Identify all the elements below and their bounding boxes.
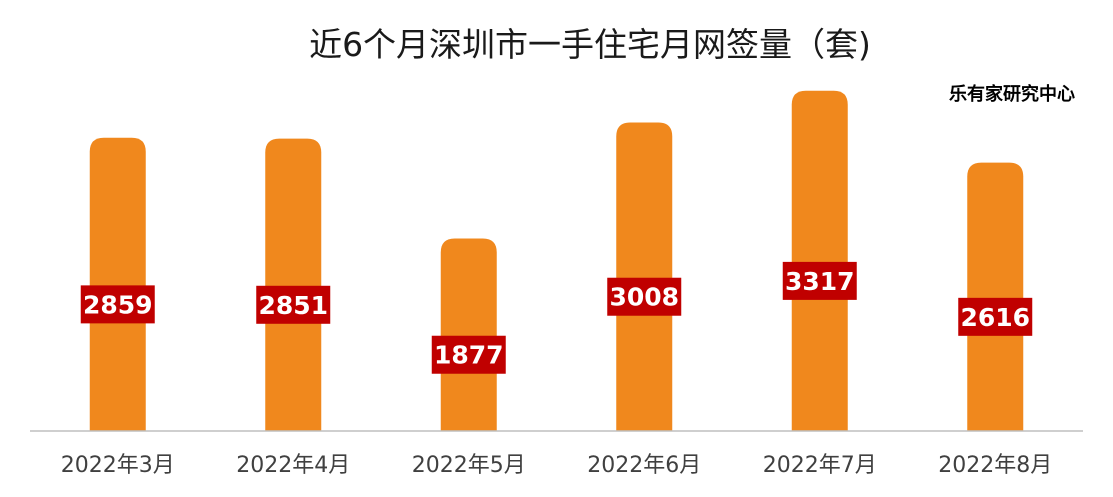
bar — [967, 162, 1024, 431]
data-label-text: 1877 — [434, 341, 504, 370]
data-label: 1877 — [431, 335, 506, 374]
data-label: 2859 — [80, 285, 155, 324]
bars-layer — [89, 90, 1024, 432]
x-tick-label: 2022年6月 — [587, 453, 701, 478]
chart-title: 近6个月深圳市一手住宅月网签量（套) — [309, 25, 871, 64]
x-ticks-layer: 2022年3月 2022年4月 2022年5月 2022年6月 2022年7月 2022年… — [61, 453, 1053, 478]
x-tick-label: 2022年8月 — [938, 453, 1052, 478]
bar — [616, 122, 673, 431]
data-label-text: 2851 — [258, 291, 328, 320]
x-tick-label: 2022年4月 — [236, 453, 350, 478]
bar — [89, 137, 146, 431]
data-label-box — [607, 277, 682, 316]
bar — [440, 238, 497, 431]
data-label: 3317 — [782, 261, 857, 300]
data-label-text: 3317 — [785, 267, 855, 296]
bar — [791, 90, 848, 431]
data-label: 3008 — [607, 277, 682, 316]
data-label-box — [256, 285, 331, 324]
data-label-box — [782, 261, 857, 300]
data-label-box — [431, 335, 506, 374]
data-label: 2616 — [958, 297, 1033, 336]
data-label-box — [80, 285, 155, 324]
data-label-text: 2616 — [960, 303, 1030, 332]
data-label-box — [958, 297, 1033, 336]
x-tick-label: 2022年3月 — [61, 453, 175, 478]
data-label: 2851 — [256, 285, 331, 324]
bar — [265, 138, 322, 432]
x-tick-label: 2022年5月 — [412, 453, 526, 478]
data-label-text: 3008 — [609, 283, 679, 312]
data-labels-layer: 2859 2851 1877 3008 3317 2616 — [80, 261, 1033, 374]
x-tick-label: 2022年7月 — [763, 453, 877, 478]
source-label: 乐有家研究中心 — [949, 83, 1075, 105]
data-label-text: 2859 — [83, 290, 153, 319]
